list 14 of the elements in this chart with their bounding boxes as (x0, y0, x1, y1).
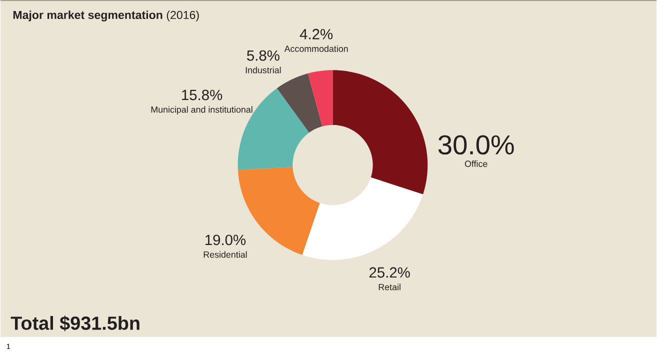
slice-label: Industrial (246, 66, 281, 74)
slice-label: Office (464, 160, 488, 167)
data-label: 4.2% (300, 28, 333, 40)
data-label: 30.0% (438, 135, 514, 154)
data-label: 19.0% (205, 234, 246, 245)
slice-label: Residential (204, 250, 247, 258)
slice-label: Accommodation (284, 45, 348, 52)
slice-label: Municipal and institutional (151, 106, 252, 114)
data-label: 25.2% (369, 267, 410, 278)
chart-title: Major market segmentation (2016) (13, 10, 199, 22)
slice-label: Retail (378, 283, 400, 290)
data-label: 15.8% (182, 90, 222, 100)
data-label: 5.8% (247, 50, 280, 61)
text: Total $931.5bn (10, 315, 140, 331)
